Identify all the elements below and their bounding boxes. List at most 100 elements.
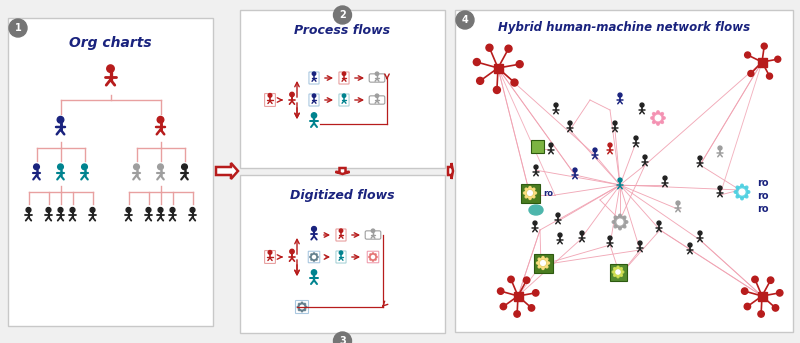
Text: 1: 1 <box>14 23 22 33</box>
Circle shape <box>300 305 304 309</box>
Circle shape <box>554 103 558 107</box>
Circle shape <box>741 184 743 187</box>
Circle shape <box>772 305 778 311</box>
Circle shape <box>538 266 540 268</box>
Circle shape <box>718 186 722 190</box>
Circle shape <box>371 229 374 233</box>
Circle shape <box>342 94 346 97</box>
Circle shape <box>304 309 306 311</box>
Circle shape <box>342 72 346 75</box>
Circle shape <box>745 52 750 58</box>
Circle shape <box>618 93 622 97</box>
Circle shape <box>533 221 537 225</box>
Circle shape <box>34 164 39 170</box>
Circle shape <box>549 143 553 147</box>
Circle shape <box>614 216 617 219</box>
Text: ro: ro <box>757 178 769 188</box>
Circle shape <box>608 236 612 240</box>
Text: ro: ro <box>757 191 769 201</box>
Circle shape <box>311 226 317 232</box>
Circle shape <box>643 155 647 159</box>
Circle shape <box>698 231 702 235</box>
Circle shape <box>9 19 27 37</box>
Circle shape <box>182 164 187 170</box>
Circle shape <box>766 73 773 79</box>
Text: Digitized flows: Digitized flows <box>290 189 395 201</box>
Circle shape <box>486 44 493 51</box>
Circle shape <box>158 164 163 170</box>
FancyArrow shape <box>216 163 238 179</box>
Circle shape <box>525 188 535 198</box>
Text: 3: 3 <box>339 336 346 343</box>
Circle shape <box>334 332 351 343</box>
Circle shape <box>542 257 544 259</box>
Circle shape <box>657 111 659 113</box>
Circle shape <box>370 254 376 260</box>
Circle shape <box>508 276 514 283</box>
Circle shape <box>290 92 294 97</box>
Circle shape <box>662 117 666 119</box>
Circle shape <box>371 256 374 259</box>
FancyBboxPatch shape <box>494 63 502 72</box>
Circle shape <box>736 186 738 189</box>
Circle shape <box>46 208 51 212</box>
Circle shape <box>546 258 548 260</box>
Circle shape <box>190 208 195 212</box>
Circle shape <box>523 192 526 194</box>
Circle shape <box>528 305 534 311</box>
Circle shape <box>157 117 164 123</box>
Circle shape <box>736 195 738 198</box>
Circle shape <box>312 72 316 75</box>
Circle shape <box>313 256 315 259</box>
Circle shape <box>90 208 95 212</box>
Circle shape <box>494 86 501 94</box>
Circle shape <box>617 266 619 268</box>
Circle shape <box>474 59 480 66</box>
Circle shape <box>748 71 754 76</box>
Circle shape <box>734 191 737 193</box>
Circle shape <box>310 256 311 258</box>
Circle shape <box>126 208 131 212</box>
Circle shape <box>634 136 638 140</box>
Circle shape <box>500 303 506 310</box>
Text: ro: ro <box>757 204 769 214</box>
Circle shape <box>375 72 378 75</box>
Circle shape <box>298 303 300 305</box>
Circle shape <box>537 262 538 264</box>
Circle shape <box>623 225 626 228</box>
Circle shape <box>618 227 622 230</box>
Circle shape <box>742 288 748 294</box>
Circle shape <box>739 189 745 195</box>
FancyBboxPatch shape <box>370 74 385 82</box>
Circle shape <box>82 164 87 170</box>
Circle shape <box>616 270 620 274</box>
Circle shape <box>456 11 474 29</box>
Circle shape <box>316 259 317 260</box>
Circle shape <box>758 311 764 317</box>
FancyBboxPatch shape <box>339 72 349 84</box>
FancyBboxPatch shape <box>758 292 766 300</box>
Circle shape <box>573 168 577 172</box>
Circle shape <box>306 306 307 308</box>
Circle shape <box>534 192 537 194</box>
FancyBboxPatch shape <box>309 72 319 84</box>
Circle shape <box>525 196 527 198</box>
Circle shape <box>663 176 667 180</box>
FancyBboxPatch shape <box>8 18 213 326</box>
Circle shape <box>370 259 371 260</box>
Circle shape <box>376 256 378 258</box>
Circle shape <box>621 274 622 276</box>
Circle shape <box>653 121 655 123</box>
Text: Process flows: Process flows <box>294 24 390 36</box>
Text: 2: 2 <box>339 10 346 20</box>
Circle shape <box>514 311 520 317</box>
Circle shape <box>58 208 63 212</box>
Circle shape <box>653 113 663 123</box>
Circle shape <box>546 266 548 268</box>
Circle shape <box>614 225 617 228</box>
Circle shape <box>301 302 302 304</box>
Circle shape <box>498 288 504 294</box>
Text: ro: ro <box>543 189 553 198</box>
Circle shape <box>311 254 312 255</box>
FancyBboxPatch shape <box>758 58 766 67</box>
